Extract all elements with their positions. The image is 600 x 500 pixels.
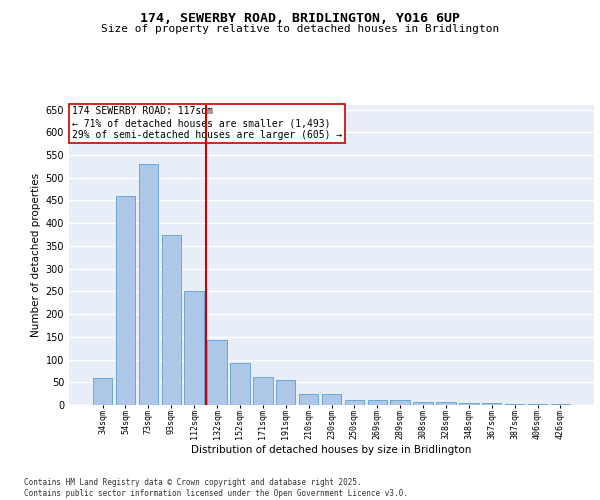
Bar	[161, 234, 181, 405]
Bar	[230, 362, 250, 405]
Text: Contains HM Land Registry data © Crown copyright and database right 2025.
Contai: Contains HM Land Registry data © Crown c…	[24, 478, 408, 498]
Bar	[482, 403, 502, 405]
Bar	[184, 292, 204, 405]
Bar	[322, 394, 341, 405]
Y-axis label: Number of detached properties: Number of detached properties	[31, 173, 41, 337]
Text: 174 SEWERBY ROAD: 117sqm
← 71% of detached houses are smaller (1,493)
29% of sem: 174 SEWERBY ROAD: 117sqm ← 71% of detach…	[71, 106, 342, 140]
Bar	[413, 402, 433, 405]
Bar	[551, 404, 570, 405]
Bar	[436, 402, 455, 405]
Bar	[368, 400, 387, 405]
Bar	[505, 404, 524, 405]
Bar	[116, 196, 135, 405]
Bar	[391, 400, 410, 405]
Bar	[528, 404, 547, 405]
Text: Size of property relative to detached houses in Bridlington: Size of property relative to detached ho…	[101, 24, 499, 34]
Text: 174, SEWERBY ROAD, BRIDLINGTON, YO16 6UP: 174, SEWERBY ROAD, BRIDLINGTON, YO16 6UP	[140, 12, 460, 26]
Bar	[276, 380, 295, 405]
Bar	[93, 378, 112, 405]
Bar	[344, 400, 364, 405]
X-axis label: Distribution of detached houses by size in Bridlington: Distribution of detached houses by size …	[191, 444, 472, 454]
Bar	[139, 164, 158, 405]
Bar	[253, 377, 272, 405]
Bar	[299, 394, 319, 405]
Bar	[459, 402, 479, 405]
Bar	[208, 340, 227, 405]
